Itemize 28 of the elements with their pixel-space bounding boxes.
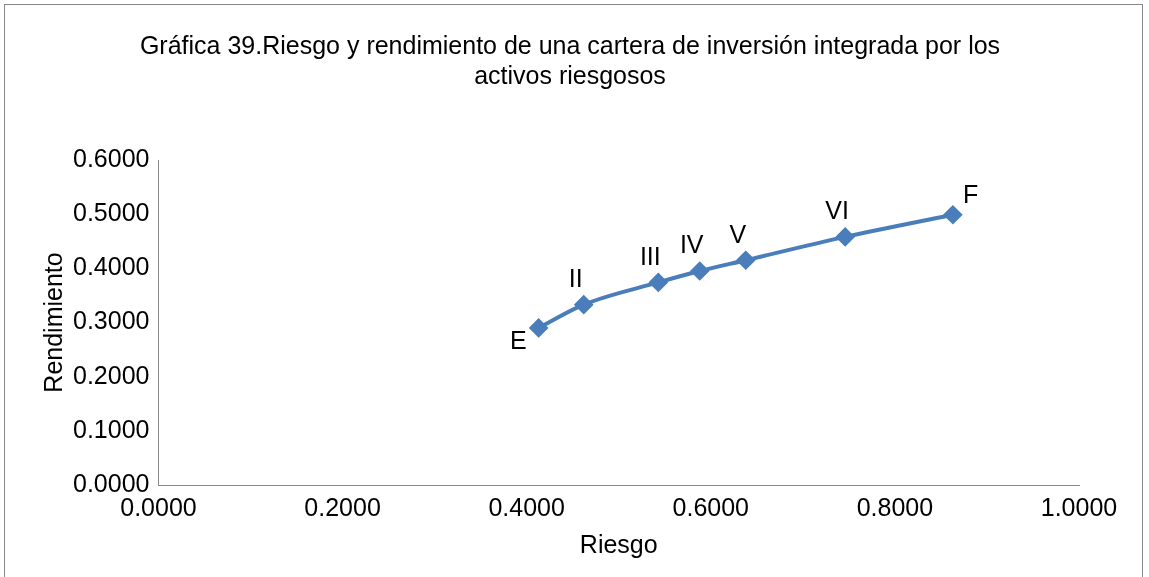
x-tick-label: 0.4000 bbox=[488, 492, 565, 521]
annotation: IV bbox=[679, 230, 704, 259]
point bbox=[736, 251, 755, 270]
y-tick-label: 0.5000 bbox=[73, 198, 150, 227]
annotation: F bbox=[962, 180, 979, 209]
x-tick-label: 0.8000 bbox=[856, 492, 934, 521]
point bbox=[836, 227, 855, 246]
y-tick-label: 0.4000 bbox=[73, 252, 150, 281]
point bbox=[574, 295, 593, 314]
annotation: VI bbox=[825, 196, 849, 225]
x-axis-title: Riesgo bbox=[579, 529, 658, 558]
y-axis-title: Rendimiento bbox=[38, 252, 67, 393]
x-tick-label: 0.2000 bbox=[304, 492, 381, 521]
point bbox=[943, 205, 962, 224]
point bbox=[690, 262, 709, 281]
annotation: V bbox=[729, 219, 747, 248]
y-tick-label: 0.2000 bbox=[73, 360, 150, 389]
point bbox=[529, 318, 548, 337]
y-tick-label: 0.1000 bbox=[73, 414, 150, 443]
y-tick-label: 0.6000 bbox=[73, 143, 150, 172]
chart-title: Gráfica 39.Riesgo y rendimiento de una cartera de inversión integrada por los activos riesgosos bbox=[138, 30, 1002, 90]
point bbox=[649, 273, 668, 292]
x-tick-label: 1.0000 bbox=[1040, 492, 1118, 521]
annotation: II bbox=[568, 264, 583, 293]
annotation: III bbox=[639, 241, 661, 270]
x-tick-label: 0.6000 bbox=[672, 492, 750, 521]
annotation: E bbox=[509, 326, 527, 355]
y-tick-label: 0.3000 bbox=[73, 306, 150, 335]
